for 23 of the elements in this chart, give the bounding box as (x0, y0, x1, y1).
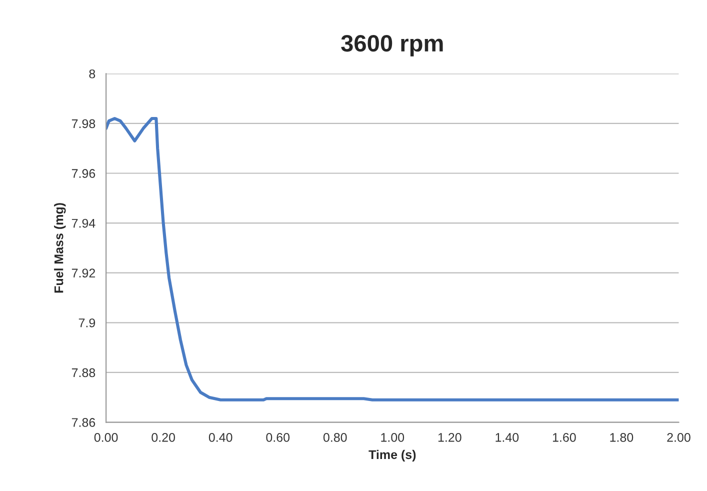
y-tick-label: 7.94 (72, 218, 96, 228)
y-tick-label: 7.96 (72, 169, 96, 178)
y-tick-label: 7.88 (72, 368, 96, 378)
x-tick-label: 1.60 (552, 433, 576, 442)
y-tick-label: 7.86 (72, 418, 96, 427)
y-tick-label: 8 (89, 69, 96, 78)
line-series (106, 116, 679, 402)
x-axis-title: Time (s) (368, 450, 416, 462)
x-tick-label: 0.00 (94, 433, 118, 442)
x-tick-label: 2.00 (667, 433, 690, 442)
x-tick-label: 1.40 (496, 433, 519, 442)
x-tick-label: 0.40 (208, 433, 232, 442)
y-tick-label: 7.98 (72, 119, 96, 128)
y-tick-label: 7.92 (72, 268, 96, 278)
x-tick-label: 0.80 (323, 433, 347, 442)
x-tick-label: 0.60 (266, 433, 290, 442)
x-tick-label: 1.00 (381, 433, 404, 442)
y-tick-label: 7.9 (78, 318, 96, 328)
x-tick-label: 1.80 (610, 433, 634, 442)
x-tick-label: 1.20 (438, 433, 462, 442)
y-axis-title: Fuel Mass (mg) (54, 203, 66, 293)
x-tick-label: 0.20 (152, 433, 175, 442)
chart-title: 3600 rpm (341, 34, 443, 56)
